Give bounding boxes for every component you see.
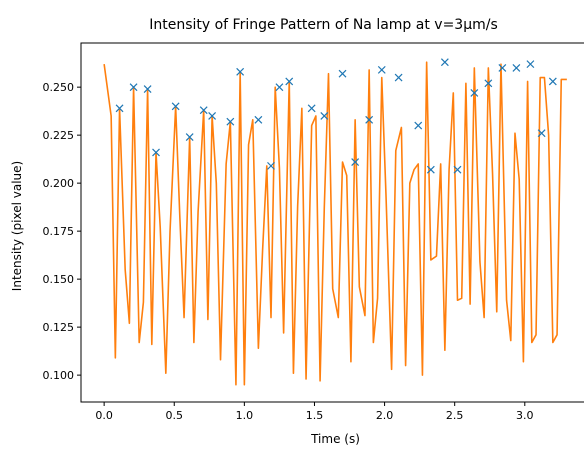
x-axis-label: Time (s) xyxy=(310,432,360,446)
peak-marker xyxy=(470,88,479,97)
peak-marker-stroke xyxy=(548,77,557,86)
peak-marker xyxy=(365,115,374,124)
peak-marker xyxy=(414,121,423,130)
peak-marker-stroke xyxy=(129,83,138,92)
peak-marker-stroke xyxy=(267,161,275,170)
peak-marker xyxy=(143,85,152,93)
peak-marker-stroke xyxy=(526,60,535,69)
peak-marker-stroke xyxy=(498,64,507,72)
y-tick-label: 0.100 xyxy=(43,369,75,382)
peak-marker-stroke xyxy=(208,112,217,120)
x-tick-label: 2.5 xyxy=(446,409,464,422)
peak-marker xyxy=(537,129,546,138)
y-tick-label: 0.125 xyxy=(43,321,75,334)
peak-marker xyxy=(307,104,316,113)
x-axis: 0.0 0.5 1.0 1.5 2.0 2.5 3.0 xyxy=(95,402,534,422)
peak-marker-stroke xyxy=(453,165,462,174)
peak-marker xyxy=(185,133,194,141)
peak-marker xyxy=(426,165,435,174)
peak-marker xyxy=(526,60,535,69)
x-tick-label: 0.5 xyxy=(165,409,183,422)
peak-marker xyxy=(236,67,245,76)
peak-marker-stroke xyxy=(199,106,208,115)
y-tick-label: 0.225 xyxy=(43,129,75,142)
peak-marker-stroke xyxy=(226,117,235,126)
peak-marker xyxy=(548,77,557,86)
peak-marker xyxy=(377,65,386,74)
peak-marker-stroke xyxy=(338,69,347,78)
y-axis-label: Intensity (pixel value) xyxy=(10,161,24,291)
plot-frame xyxy=(80,42,584,403)
plot-area xyxy=(103,58,567,386)
peak-marker-stroke xyxy=(365,115,374,124)
intensity-line xyxy=(103,61,567,386)
peak-marker xyxy=(320,112,329,120)
peak-marker-stroke xyxy=(414,121,423,130)
peak-marker-stroke xyxy=(394,73,403,82)
peak-marker xyxy=(115,104,124,113)
peak-marker-stroke xyxy=(307,104,316,113)
peak-marker-stroke xyxy=(236,67,245,76)
peak-marker-stroke xyxy=(254,115,263,124)
peak-marker-stroke xyxy=(512,64,521,72)
peak-marker xyxy=(285,77,294,86)
peak-marker-stroke xyxy=(320,112,329,120)
chart-title: Intensity of Fringe Pattern of Na lamp a… xyxy=(149,17,498,33)
x-tick-label: 3.0 xyxy=(516,409,534,422)
peak-marker-stroke xyxy=(171,102,180,111)
peak-marker xyxy=(208,112,217,120)
x-tick-label: 2.0 xyxy=(376,409,394,422)
peak-marker xyxy=(275,83,284,92)
peak-marker xyxy=(129,83,138,92)
x-tick-label: 0.0 xyxy=(95,409,113,422)
peak-marker-stroke xyxy=(440,58,449,67)
peak-marker-stroke xyxy=(484,79,493,88)
y-tick-label: 0.200 xyxy=(43,177,75,190)
peak-marker xyxy=(453,165,462,174)
peak-marker-stroke xyxy=(470,88,479,97)
peak-marker-stroke xyxy=(537,129,546,138)
peak-marker xyxy=(254,115,263,124)
peak-marker xyxy=(199,106,208,115)
y-axis: 0.100 0.125 0.150 0.175 0.200 0.225 0.250 xyxy=(43,81,81,382)
x-tick-label: 1.0 xyxy=(236,409,254,422)
peak-marker xyxy=(498,64,507,72)
peak-marker-stroke xyxy=(275,83,284,92)
peak-marker-stroke xyxy=(377,65,386,74)
peak-marker-stroke xyxy=(185,133,194,141)
peak-marker-stroke xyxy=(143,85,152,93)
peak-marker-stroke xyxy=(115,104,124,113)
peak-marker xyxy=(171,102,180,111)
peak-marker xyxy=(338,69,347,78)
peak-marker xyxy=(351,158,360,166)
peak-marker xyxy=(512,64,521,72)
y-tick-label: 0.175 xyxy=(43,225,75,238)
peak-marker-stroke xyxy=(351,158,360,166)
x-tick-label: 1.5 xyxy=(306,409,324,422)
peak-marker xyxy=(267,161,275,170)
peak-marker xyxy=(152,148,160,157)
peak-marker xyxy=(440,58,449,67)
peak-marker xyxy=(226,117,235,126)
peak-marker xyxy=(394,73,403,82)
peak-marker-stroke xyxy=(152,148,160,157)
peak-marker-stroke xyxy=(285,77,294,86)
y-tick-label: 0.250 xyxy=(43,81,75,94)
y-tick-label: 0.150 xyxy=(43,273,75,286)
peak-marker-stroke xyxy=(426,165,435,174)
peak-marker xyxy=(484,79,493,88)
